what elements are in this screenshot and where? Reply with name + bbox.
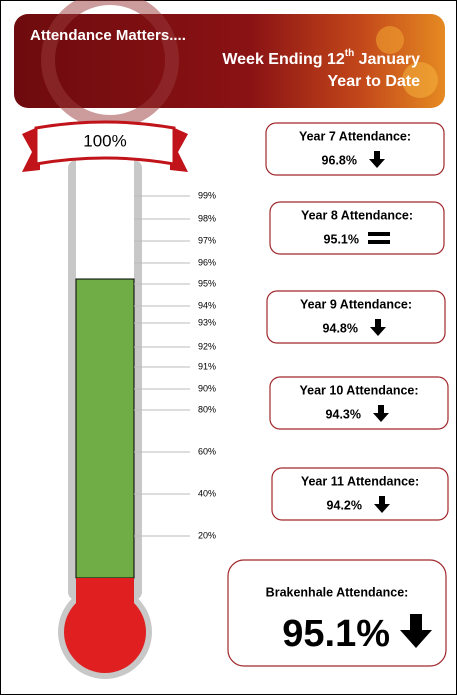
infographic: Attendance Matters.... Week Ending 12th … <box>0 0 457 695</box>
card-label: Year 10 Attendance: <box>299 383 418 397</box>
tick-label: 96% <box>198 257 216 267</box>
tick-label: 94% <box>198 300 216 310</box>
level-fill <box>76 279 134 578</box>
card-value: 94.2% <box>327 498 362 512</box>
attendance-card: Year 11 Attendance: 94.2% <box>272 468 448 520</box>
tick-label: 20% <box>198 530 216 540</box>
card-label: Year 11 Attendance: <box>301 474 419 488</box>
bulb <box>64 591 146 673</box>
tick-label: 95% <box>198 278 216 288</box>
overall-value: 95.1% <box>282 613 390 655</box>
week-prefix: Week Ending 12 <box>222 51 345 68</box>
tick-label: 90% <box>198 383 216 393</box>
tick-label: 98% <box>198 213 216 223</box>
overall-label: Brakenhale Attendance: <box>266 585 409 599</box>
week-end: January <box>354 51 420 68</box>
trend-equal <box>368 240 390 244</box>
tick-label: 99% <box>198 190 216 200</box>
header-title: Attendance Matters.... <box>30 27 186 44</box>
card-value: 95.1% <box>324 232 359 246</box>
tick-label: 91% <box>198 361 216 371</box>
tick-label: 97% <box>198 235 216 245</box>
leaf <box>376 26 404 54</box>
header-period: Year to Date <box>328 73 421 90</box>
card-label: Year 7 Attendance: <box>299 129 411 143</box>
tick-label: 93% <box>198 317 216 327</box>
header-week: Week Ending 12th January <box>222 48 420 69</box>
card-value: 94.8% <box>323 321 358 335</box>
card-value: 96.8% <box>322 153 357 167</box>
top-label: 100% <box>83 131 126 150</box>
week-suffix: th <box>345 48 354 59</box>
attendance-card: Year 9 Attendance: 94.8% <box>267 291 445 343</box>
card-label: Year 8 Attendance: <box>301 208 413 222</box>
tick-label: 40% <box>198 488 216 498</box>
attendance-card: Year 10 Attendance: 94.3% <box>270 377 448 429</box>
header: Attendance Matters.... Week Ending 12th … <box>14 0 445 122</box>
trend-equal <box>368 232 390 236</box>
card-label: Year 9 Attendance: <box>300 297 412 311</box>
overall-card: Brakenhale Attendance: 95.1% <box>228 560 446 666</box>
attendance-card: Year 8 Attendance: 95.1% <box>270 202 444 254</box>
tick-label: 60% <box>198 446 216 456</box>
tick-label: 80% <box>198 404 216 414</box>
tick-label: 92% <box>198 341 216 351</box>
card-value: 94.3% <box>326 407 361 421</box>
attendance-card: Year 7 Attendance: 96.8% <box>266 123 444 175</box>
